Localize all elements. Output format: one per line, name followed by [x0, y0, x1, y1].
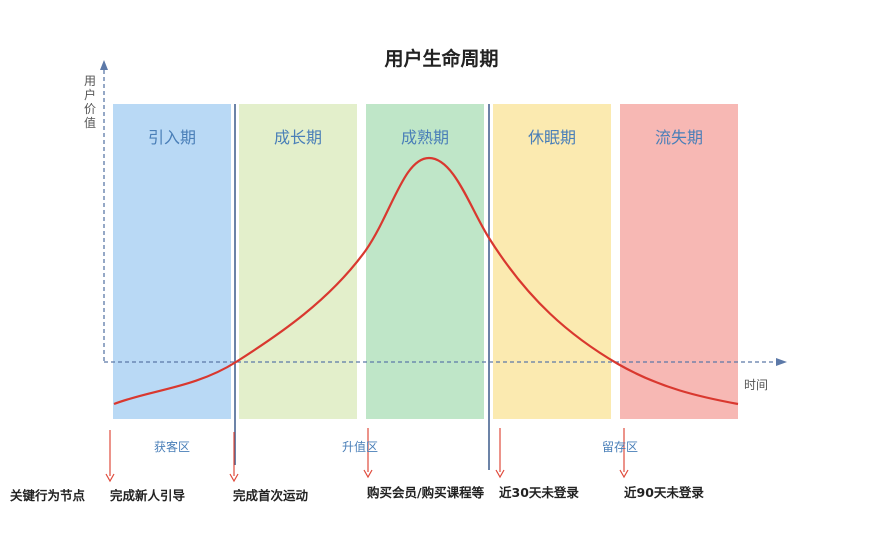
band-mature: [366, 104, 484, 419]
band-dormant: [493, 104, 611, 419]
diagram-title: 用户生命周期: [384, 48, 499, 70]
phase-label-dormant: 休眠期: [527, 128, 576, 147]
event-label-purchase: 购买会员/购买课程等: [367, 485, 485, 500]
band-growth: [239, 104, 357, 419]
event-arrow-30-days-head: [495, 469, 505, 479]
event-arrow-purchase-head: [363, 469, 373, 479]
event-label-90-days-inactive: 近90天未登录: [624, 485, 704, 500]
zone-label-value: 升值区: [341, 440, 378, 454]
key-events-row-label: 关键行为节点: [10, 488, 86, 503]
event-label-onboarding: 完成新人引导: [110, 488, 186, 503]
event-arrow-90-days-head: [619, 469, 629, 479]
event-label-30-days-inactive: 近30天未登录: [499, 485, 579, 500]
y-axis-arrow: [100, 60, 108, 70]
x-axis-arrow: [776, 358, 787, 366]
phase-label-intro: 引入期: [147, 128, 196, 147]
phase-label-mature: 成熟期: [400, 128, 449, 147]
band-intro: [113, 104, 231, 419]
event-arrow-onboarding-head: [105, 473, 115, 483]
zone-label-retention: 留存区: [601, 440, 638, 454]
lifecycle-curve: [113, 156, 739, 406]
x-axis-label: 时间: [744, 378, 769, 392]
y-axis-label: 用户价值: [83, 74, 96, 130]
phase-label-churn: 流失期: [654, 128, 703, 147]
band-churn: [620, 104, 738, 419]
phase-label-growth: 成长期: [273, 128, 322, 147]
event-label-first-workout: 完成首次运动: [233, 488, 309, 503]
zone-label-acquisition: 获客区: [153, 440, 190, 454]
event-arrow-first-workout-head: [229, 473, 239, 483]
